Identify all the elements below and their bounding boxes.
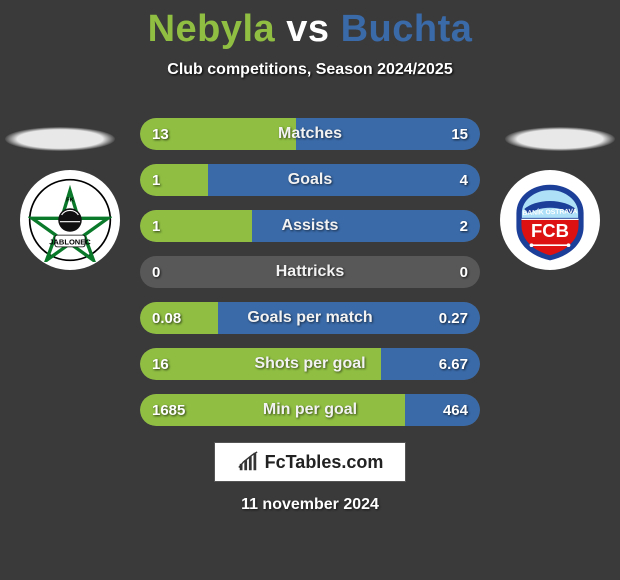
- stat-fill-right: [208, 164, 480, 196]
- stat-row: Hattricks0 0: [140, 256, 480, 288]
- footer: FcTables.com 11 november 2024: [0, 442, 620, 514]
- footer-date: 11 november 2024: [241, 496, 379, 514]
- jablonec-crest-icon: JABLONEC FK: [28, 178, 112, 262]
- brand-text: FcTables.com: [265, 452, 384, 473]
- svg-text:FCB: FCB: [531, 220, 569, 241]
- stat-label: Hattricks: [140, 256, 480, 288]
- stat-fill-right: [296, 118, 480, 150]
- stat-fill-left: [140, 118, 296, 150]
- svg-text:FK: FK: [66, 198, 75, 204]
- player2-shadow: [505, 127, 615, 151]
- player2-name: Buchta: [341, 8, 473, 50]
- brand-box[interactable]: FcTables.com: [214, 442, 407, 482]
- stat-row: Min per goal1685464: [140, 394, 480, 426]
- stat-row: Matches1315: [140, 118, 480, 150]
- stat-fill-right: [252, 210, 480, 242]
- stat-row: Assists12: [140, 210, 480, 242]
- stat-fill-left: [140, 394, 405, 426]
- player1-shadow: [5, 127, 115, 151]
- stat-fill-left: [140, 210, 252, 242]
- stat-fill-right: [381, 348, 480, 380]
- stat-fill-left: [140, 302, 218, 334]
- subtitle: Club competitions, Season 2024/2025: [0, 61, 620, 79]
- player2-crest: BANÍK OSTRAVA FCB: [500, 170, 600, 270]
- stat-fill-left: [140, 164, 208, 196]
- stat-fill-right: [405, 394, 480, 426]
- page-title: Nebyla vs Buchta: [0, 0, 620, 51]
- stat-row: Shots per goal166.67: [140, 348, 480, 380]
- stat-row: Goals14: [140, 164, 480, 196]
- stat-value-right: 0: [460, 256, 468, 288]
- stat-value-left: 0: [152, 256, 160, 288]
- chart-icon: [237, 451, 259, 473]
- stat-row: Goals per match0.080.27: [140, 302, 480, 334]
- player1-crest: JABLONEC FK: [20, 170, 120, 270]
- stats-container: Matches1315 Goals14 Assists12 Hattricks0 0 Go…: [140, 118, 480, 440]
- vs-text: vs: [286, 8, 329, 50]
- svg-text:JABLONEC: JABLONEC: [49, 237, 91, 246]
- stat-fill-right: [218, 302, 480, 334]
- player1-name: Nebyla: [148, 8, 276, 50]
- stat-fill-left: [140, 348, 381, 380]
- banik-crest-icon: BANÍK OSTRAVA FCB: [508, 178, 592, 262]
